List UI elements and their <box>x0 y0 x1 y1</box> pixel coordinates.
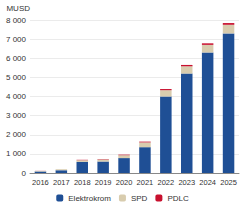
svg-text:SPD: SPD <box>131 194 148 203</box>
svg-text:Elektrokrom: Elektrokrom <box>68 194 111 203</box>
svg-text:7 000: 7 000 <box>6 35 27 44</box>
svg-text:2024: 2024 <box>199 178 216 187</box>
svg-text:2019: 2019 <box>95 178 112 187</box>
svg-text:2025: 2025 <box>220 178 237 187</box>
svg-text:2 000: 2 000 <box>6 130 27 139</box>
svg-text:4 000: 4 000 <box>6 92 27 101</box>
svg-text:2017: 2017 <box>53 178 70 187</box>
svg-text:3 000: 3 000 <box>6 111 27 120</box>
svg-text:2021: 2021 <box>137 178 154 187</box>
svg-text:5 000: 5 000 <box>6 73 27 82</box>
svg-text:0: 0 <box>22 169 27 178</box>
svg-text:MUSD: MUSD <box>6 4 30 13</box>
svg-text:6 000: 6 000 <box>6 54 27 63</box>
svg-text:8 000: 8 000 <box>6 16 27 25</box>
svg-text:2018: 2018 <box>74 178 91 187</box>
svg-text:PDLC: PDLC <box>167 194 189 203</box>
svg-text:2022: 2022 <box>158 178 175 187</box>
svg-text:2023: 2023 <box>178 178 195 187</box>
svg-text:1 000: 1 000 <box>6 149 27 158</box>
svg-text:2020: 2020 <box>116 178 133 187</box>
svg-text:2016: 2016 <box>32 178 49 187</box>
